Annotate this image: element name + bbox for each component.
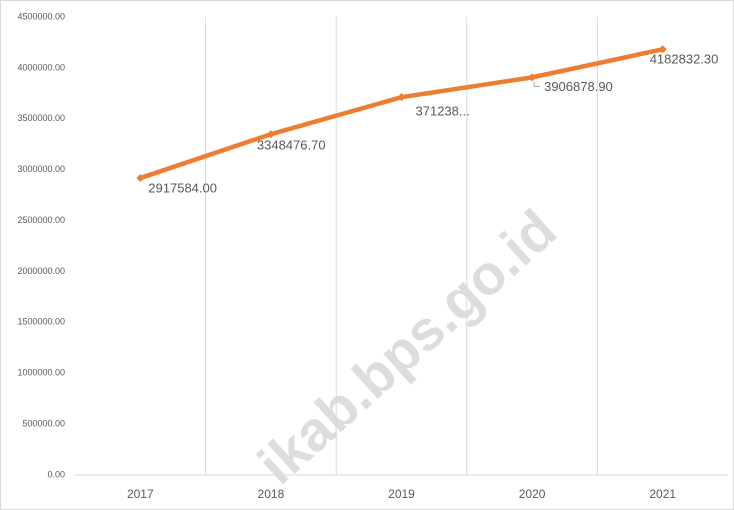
data-label: 3906878.90 [544,79,613,94]
x-tick-label: 2019 [388,487,415,501]
y-tick-label: 4500000.00 [17,11,65,21]
marker [528,73,537,82]
data-label: 371238... [416,104,470,119]
marker [136,174,145,183]
y-tick-label: 1000000.00 [17,368,65,378]
leader-line [533,81,541,87]
data-label: 2917584.00 [148,180,217,195]
y-tick-label: 500000.00 [22,418,65,428]
y-tick-label: 3000000.00 [17,164,65,174]
data-label: 3348476.70 [257,138,326,153]
marker [266,130,275,139]
x-tick-label: 2020 [519,487,546,501]
y-tick-label: 1500000.00 [17,317,65,327]
y-tick-label: 3500000.00 [17,113,65,123]
y-tick-label: 2500000.00 [17,215,65,225]
x-tick-label: 2017 [127,487,154,501]
data-label: 4182832.30 [650,52,719,67]
x-tick-label: 2021 [649,487,676,501]
x-tick-label: 2018 [258,487,285,501]
y-tick-label: 0.00 [47,469,65,479]
y-tick-label: 4000000.00 [17,62,65,72]
marker [658,45,667,54]
y-tick-label: 2000000.00 [17,266,65,276]
marker [397,93,406,102]
